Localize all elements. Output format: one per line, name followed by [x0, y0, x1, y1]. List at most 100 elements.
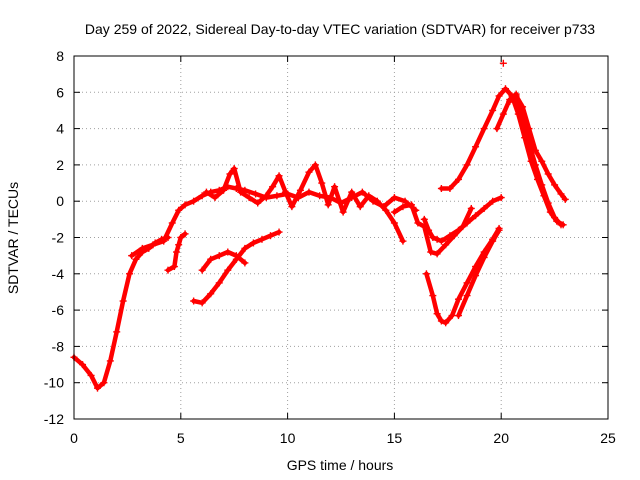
data-point: [275, 172, 283, 180]
data-point: [454, 295, 462, 303]
chart-title: Day 259 of 2022, Sidereal Day-to-day VTE…: [85, 21, 595, 37]
data-point: [512, 92, 520, 100]
data-point: [433, 235, 441, 243]
data-point: [499, 59, 507, 67]
data-point: [305, 188, 313, 196]
data-point: [175, 241, 183, 249]
series-arc-3: [202, 161, 407, 245]
data-point: [531, 146, 539, 154]
data-point: [495, 92, 503, 100]
data-point: [202, 188, 210, 196]
data-point: [128, 252, 136, 260]
data-point: [181, 201, 189, 209]
data-point: [442, 241, 450, 249]
data-point: [168, 219, 176, 227]
data-point: [224, 266, 232, 274]
data-point: [113, 328, 121, 336]
data-point: [463, 219, 471, 227]
data-point: [119, 297, 127, 305]
data-point: [262, 192, 270, 200]
y-tick-label: -6: [52, 302, 65, 318]
data-point: [173, 248, 181, 256]
data-point: [160, 237, 168, 245]
data-point: [382, 206, 390, 214]
data-point: [557, 221, 565, 229]
series-arc-2: [128, 183, 420, 260]
data-point: [425, 226, 433, 234]
data-point: [339, 208, 347, 216]
data-point: [106, 357, 114, 365]
data-point: [254, 199, 262, 207]
data-point: [190, 197, 198, 205]
series-line: [422, 195, 504, 244]
y-tick-label: -12: [44, 411, 64, 427]
data-point: [230, 165, 238, 173]
data-point: [446, 184, 454, 192]
series-arc-10: [454, 226, 503, 320]
data-point: [181, 230, 189, 238]
data-point: [87, 371, 95, 379]
data-point: [472, 272, 480, 280]
x-tick-label: 10: [280, 430, 296, 446]
data-point: [489, 237, 497, 245]
data-point: [365, 192, 373, 200]
x-tick-label: 5: [177, 430, 185, 446]
series-arc-12: [493, 90, 565, 229]
data-point: [211, 194, 219, 202]
plot-series: [70, 59, 569, 392]
series-line: [439, 86, 566, 228]
data-point: [126, 270, 134, 278]
data-point: [463, 279, 471, 287]
data-point: [93, 384, 101, 392]
data-point: [241, 244, 249, 252]
grid: [74, 56, 608, 419]
data-point: [269, 183, 277, 191]
data-point: [538, 181, 546, 189]
data-point: [390, 219, 398, 227]
y-axis-label: SDTVAR / TECUs: [5, 182, 21, 294]
data-point: [198, 266, 206, 274]
data-point: [463, 161, 471, 169]
x-tick-label: 25: [600, 430, 616, 446]
data-point: [480, 125, 488, 133]
data-point: [544, 199, 552, 207]
data-point: [79, 361, 87, 369]
data-point: [399, 237, 407, 245]
y-tick-label: -8: [52, 338, 65, 354]
y-tick-label: -10: [44, 375, 64, 391]
data-point: [237, 188, 245, 196]
data-point: [401, 197, 409, 205]
series-arc-4: [190, 228, 283, 307]
data-point: [190, 297, 198, 305]
data-point: [258, 235, 266, 243]
data-point: [525, 125, 533, 133]
y-tick-label: 2: [56, 157, 64, 173]
data-point: [273, 192, 281, 200]
data-point: [275, 228, 283, 236]
data-point: [544, 170, 552, 178]
series-line: [71, 235, 171, 391]
axis-ticks: 0 5 10 15 20 25 -12 -10 -8 -6 -4 -2 0 2 4 6 8: [44, 48, 616, 446]
data-point: [311, 161, 319, 169]
data-point: [305, 168, 313, 176]
data-point: [467, 204, 475, 212]
data-point: [356, 203, 364, 211]
data-point: [429, 234, 437, 241]
y-tick-label: 4: [56, 121, 64, 137]
data-point: [358, 188, 366, 196]
data-point: [177, 234, 185, 241]
data-point: [420, 215, 428, 223]
data-point: [149, 241, 157, 249]
data-point: [472, 212, 480, 220]
data-point: [429, 292, 437, 300]
data-point: [437, 237, 445, 245]
data-point: [407, 201, 415, 209]
data-point: [224, 248, 232, 256]
series-arc-11: [437, 85, 567, 229]
data-point: [252, 190, 260, 198]
data-point: [198, 192, 206, 200]
data-point: [506, 97, 514, 105]
data-point: [331, 183, 339, 191]
data-point: [463, 292, 471, 300]
y-tick-label: -4: [52, 266, 65, 282]
